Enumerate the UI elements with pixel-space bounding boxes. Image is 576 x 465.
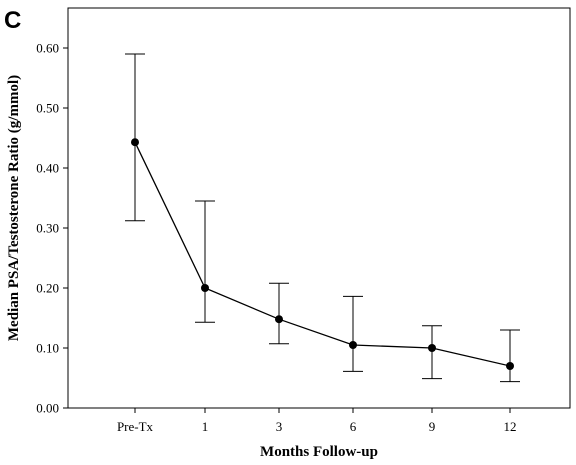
y-tick-label: 0.10 bbox=[36, 341, 59, 356]
data-point bbox=[506, 362, 514, 370]
y-tick-label: 0.30 bbox=[36, 221, 59, 236]
x-tick-label: 1 bbox=[202, 419, 209, 434]
x-tick-label: 9 bbox=[429, 419, 436, 434]
y-tick-label: 0.20 bbox=[36, 281, 59, 296]
panel-label: C bbox=[4, 7, 21, 34]
x-tick-label: Pre-Tx bbox=[117, 419, 154, 434]
data-point bbox=[275, 315, 283, 324]
y-tick-label: 0.00 bbox=[36, 401, 59, 416]
x-axis: Pre-Tx 1 3 6 9 12 bbox=[117, 408, 517, 434]
data-point bbox=[201, 284, 209, 292]
x-tick-label: 12 bbox=[504, 419, 517, 434]
x-tick-label: 3 bbox=[276, 419, 283, 434]
y-tick-label: 0.40 bbox=[36, 161, 59, 176]
data-series bbox=[125, 53, 520, 383]
data-point bbox=[349, 341, 357, 349]
x-tick-label: 6 bbox=[350, 419, 357, 434]
y-axis: 0.00 0.10 0.20 0.30 0.40 0.50 0.60 bbox=[36, 41, 68, 416]
x-axis-title: Months Follow-up bbox=[260, 444, 378, 460]
y-tick-label: 0.50 bbox=[36, 101, 59, 116]
data-point bbox=[131, 138, 139, 147]
y-axis-title: Median PSA/Testosterone Ratio (g/mmol) bbox=[6, 75, 22, 341]
series-line bbox=[134, 141, 511, 367]
y-tick-label: 0.60 bbox=[36, 41, 59, 56]
plot-frame bbox=[67, 7, 571, 409]
data-point bbox=[428, 344, 436, 352]
